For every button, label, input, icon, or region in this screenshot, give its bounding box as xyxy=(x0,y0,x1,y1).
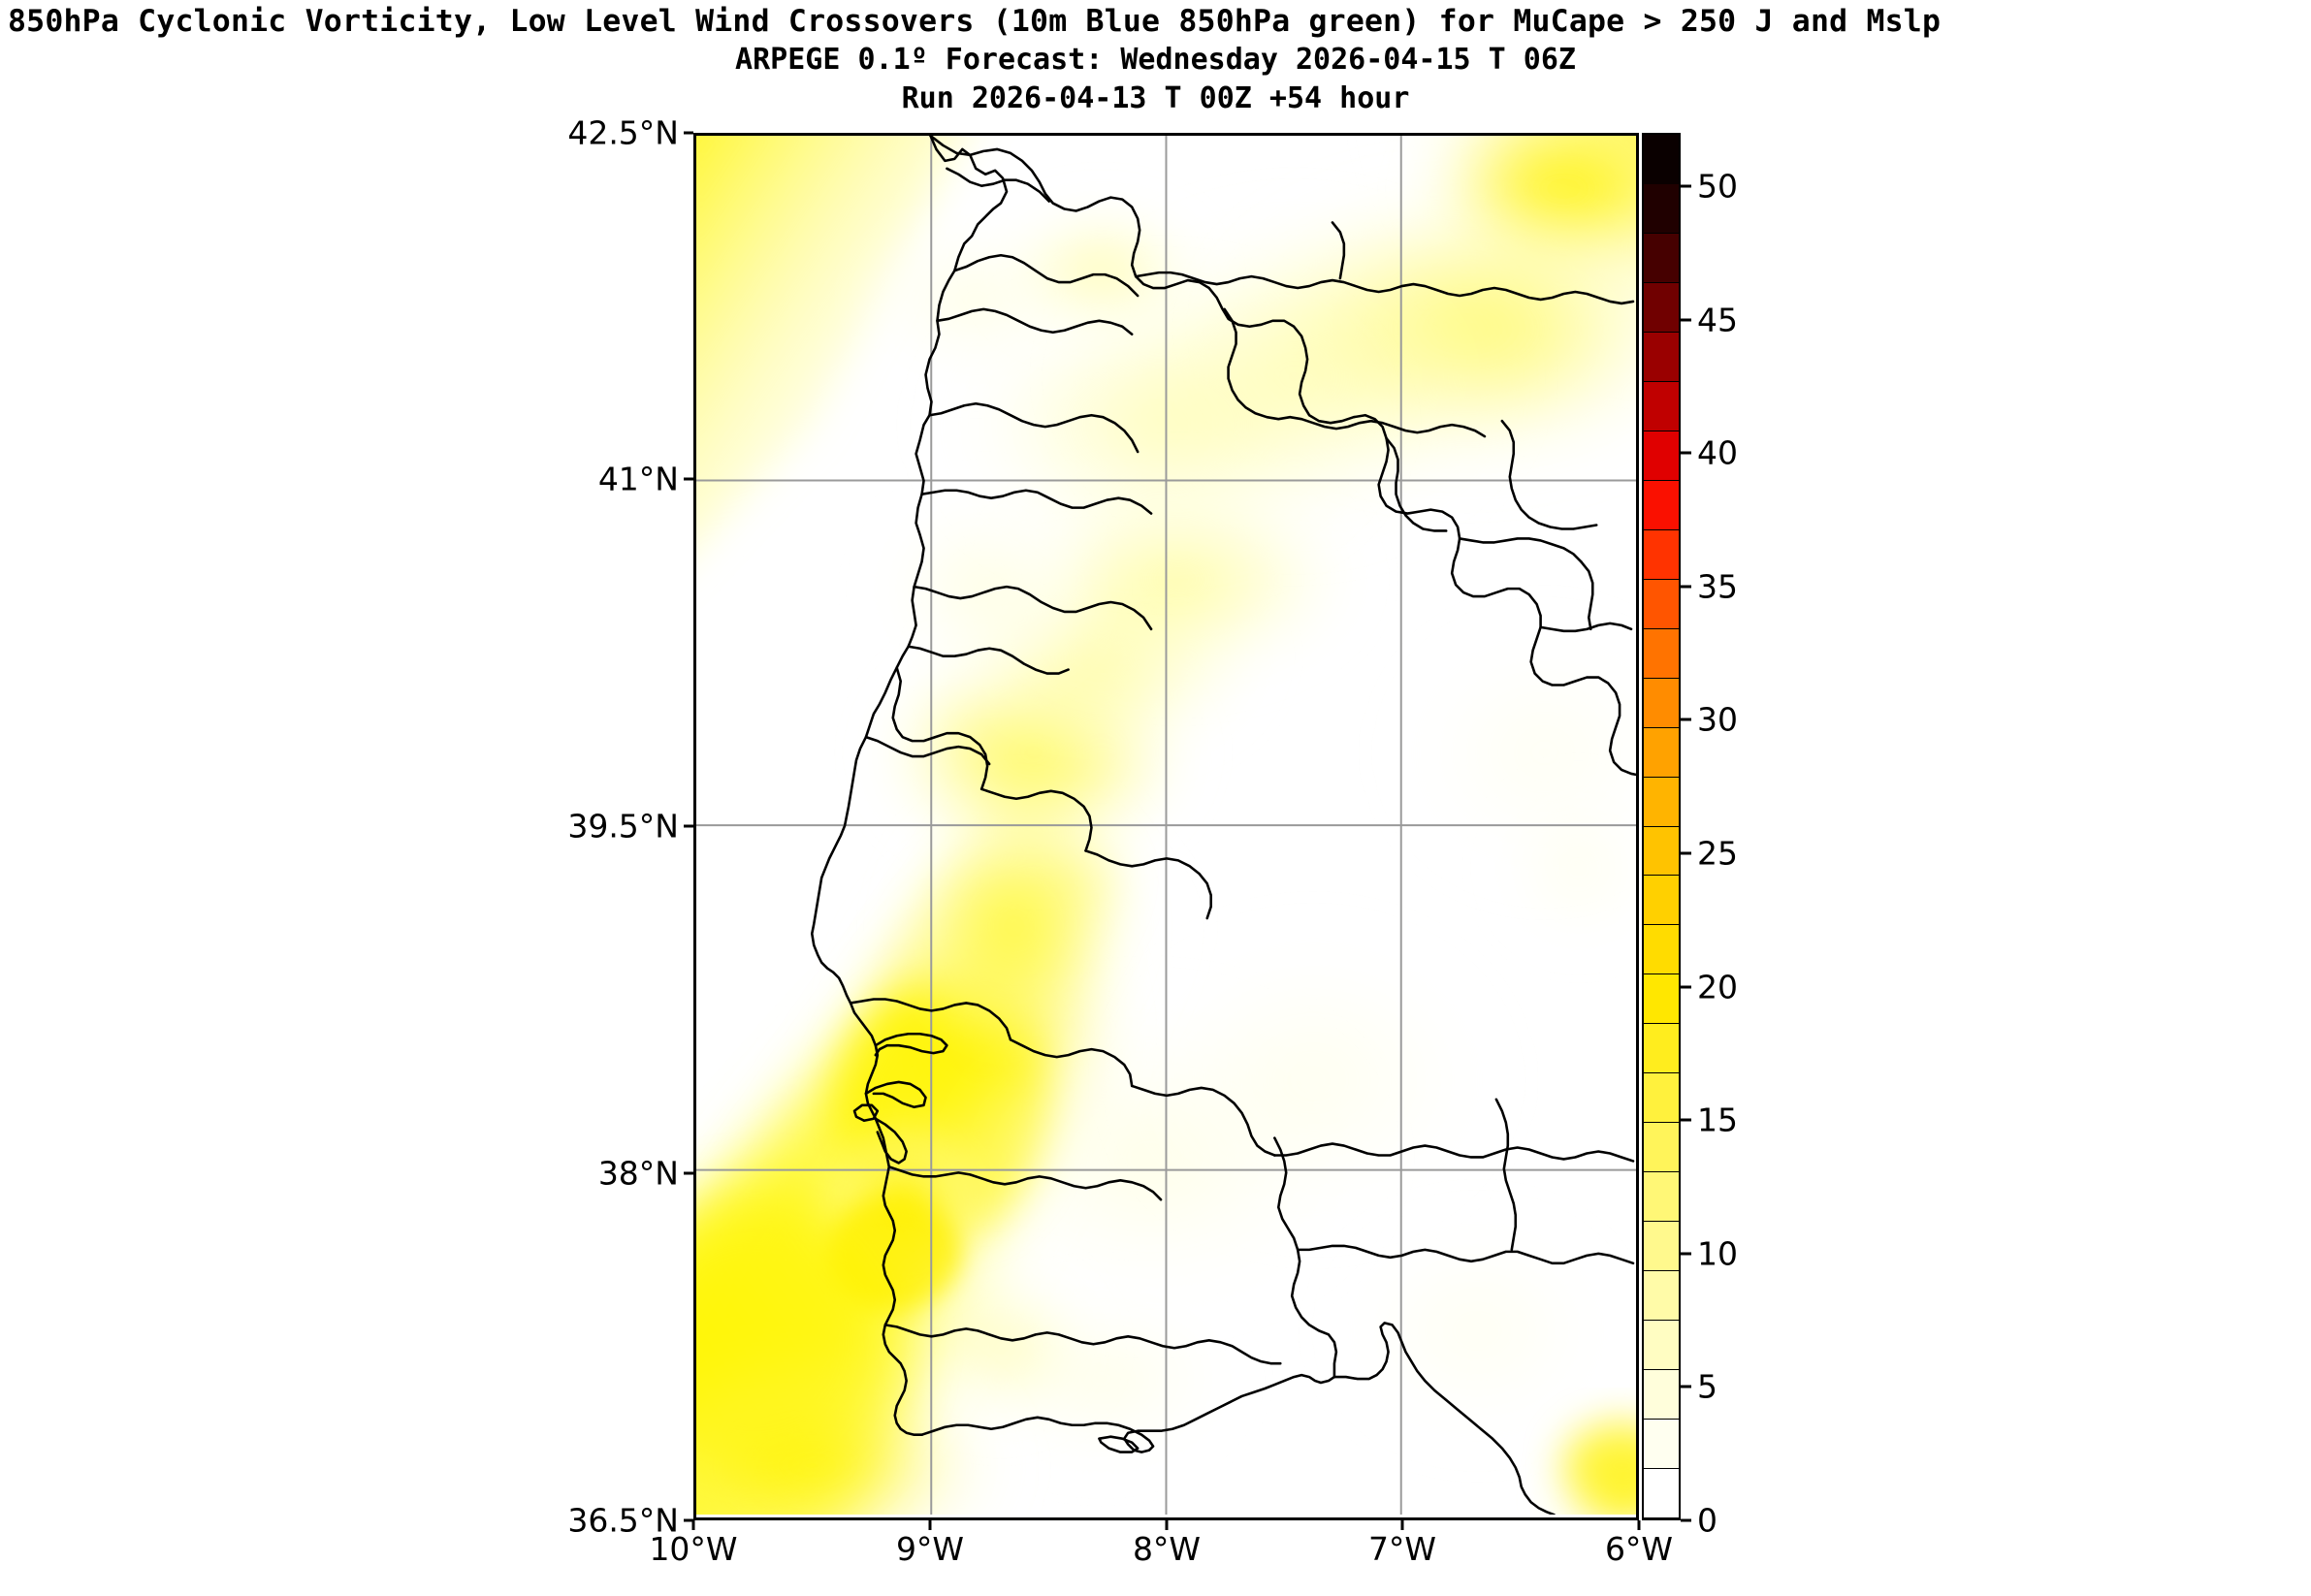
colorbar-tick-label: 45 xyxy=(1697,301,1738,339)
colorbar-segment xyxy=(1644,579,1679,629)
colorbar-tick-mark xyxy=(1681,1118,1691,1122)
xtick-mark-7w xyxy=(1400,1520,1404,1530)
title-line-forecast: ARPEGE 0.1º Forecast: Wednesday 2026-04-… xyxy=(735,43,1576,77)
map-figure xyxy=(693,133,1639,1520)
colorbar-tick-label: 10 xyxy=(1697,1234,1738,1273)
colorbar-tick-label: 40 xyxy=(1697,433,1738,472)
colorbar-segment xyxy=(1644,1370,1679,1420)
ytick-mark-41 xyxy=(684,477,693,481)
colorbar-segment xyxy=(1644,678,1679,728)
colorbar-tick-mark xyxy=(1681,985,1691,989)
ytick-mark-38 xyxy=(684,1171,693,1175)
colorbar-segment xyxy=(1644,1420,1679,1470)
ytick-label-38: 38°N xyxy=(597,1154,679,1193)
xtick-label-10w: 10°W xyxy=(649,1530,738,1568)
xtick-label-7w: 7°W xyxy=(1367,1530,1437,1568)
colorbar-tick-label: 20 xyxy=(1697,968,1738,1006)
colorbar-segment xyxy=(1644,1172,1679,1223)
colorbar-tick-label: 15 xyxy=(1697,1101,1738,1139)
colorbar-segment xyxy=(1644,135,1679,184)
colorbar-segment xyxy=(1644,529,1679,580)
colorbar-segment xyxy=(1644,1321,1679,1371)
xtick-mark-8w xyxy=(1165,1520,1169,1530)
colorbar-segment xyxy=(1644,1469,1679,1518)
xtick-label-8w: 8°W xyxy=(1132,1530,1202,1568)
colorbar-segment xyxy=(1644,1024,1679,1074)
map-axes[interactable] xyxy=(693,133,1639,1520)
colorbar-tick-label: 50 xyxy=(1697,167,1738,206)
colorbar-segment xyxy=(1644,826,1679,877)
xtick-mark-9w xyxy=(928,1520,932,1530)
colorbar-segment xyxy=(1644,974,1679,1025)
ytick-label-41: 41°N xyxy=(597,460,679,498)
colorbar[interactable] xyxy=(1642,133,1681,1520)
colorbar-tick-label: 25 xyxy=(1697,834,1738,873)
ytick-label-39-5: 39.5°N xyxy=(567,807,679,846)
colorbar-tick-mark xyxy=(1681,851,1691,855)
colorbar-segment xyxy=(1644,628,1679,679)
colorbar-segment xyxy=(1644,1271,1679,1322)
colorbar-tick-mark xyxy=(1681,718,1691,721)
ytick-mark-39-5 xyxy=(684,824,693,828)
colorbar-tick-mark xyxy=(1681,1385,1691,1389)
colorbar-segment xyxy=(1644,381,1679,431)
colorbar-tick-label: 5 xyxy=(1697,1367,1717,1406)
colorbar-segment xyxy=(1644,431,1679,481)
xtick-mark-10w xyxy=(691,1520,695,1530)
title-line-run: Run 2026-04-13 T 00Z +54 hour xyxy=(901,81,1410,115)
xtick-label-6w: 6°W xyxy=(1604,1530,1674,1568)
colorbar-segment xyxy=(1644,727,1679,778)
colorbar-tick-mark xyxy=(1681,318,1691,322)
xtick-label-9w: 9°W xyxy=(895,1530,965,1568)
figure-title-block: 850hPa Cyclonic Vorticity, Low Level Win… xyxy=(0,0,2311,126)
colorbar-tick-mark xyxy=(1681,184,1691,188)
colorbar-segment xyxy=(1644,480,1679,530)
coastline-and-border-overlay xyxy=(810,136,1636,1516)
title-line-primary: 850hPa Cyclonic Vorticity, Low Level Win… xyxy=(8,4,1942,39)
ytick-label-42-5: 42.5°N xyxy=(567,113,679,152)
colorbar-segment xyxy=(1644,777,1679,827)
colorbar-segment xyxy=(1644,332,1679,382)
colorbar-segment xyxy=(1644,183,1679,234)
colorbar-segment xyxy=(1644,1222,1679,1272)
colorbar-segment xyxy=(1644,1073,1679,1124)
colorbar-tick-mark xyxy=(1681,1518,1691,1522)
xtick-mark-6w xyxy=(1637,1520,1641,1530)
ytick-label-36-5: 36.5°N xyxy=(567,1501,679,1540)
colorbar-tick-label: 0 xyxy=(1697,1501,1717,1540)
ytick-mark-36-5 xyxy=(684,1518,693,1522)
colorbar-segments xyxy=(1644,135,1679,1518)
colorbar-tick-mark xyxy=(1681,1252,1691,1256)
colorbar-tick-mark xyxy=(1681,585,1691,589)
ytick-mark-42-5 xyxy=(684,131,693,135)
colorbar-body xyxy=(1642,133,1681,1520)
colorbar-segment xyxy=(1644,876,1679,926)
colorbar-segment xyxy=(1644,233,1679,283)
colorbar-tick-label: 35 xyxy=(1697,567,1738,606)
graticule-gridlines xyxy=(696,136,1636,1516)
colorbar-tick-label: 30 xyxy=(1697,700,1738,739)
colorbar-tick-mark xyxy=(1681,451,1691,455)
colorbar-segment xyxy=(1644,925,1679,975)
colorbar-segment xyxy=(1644,1123,1679,1173)
colorbar-segment xyxy=(1644,282,1679,333)
vorticity-shaded-field xyxy=(696,136,1636,1516)
